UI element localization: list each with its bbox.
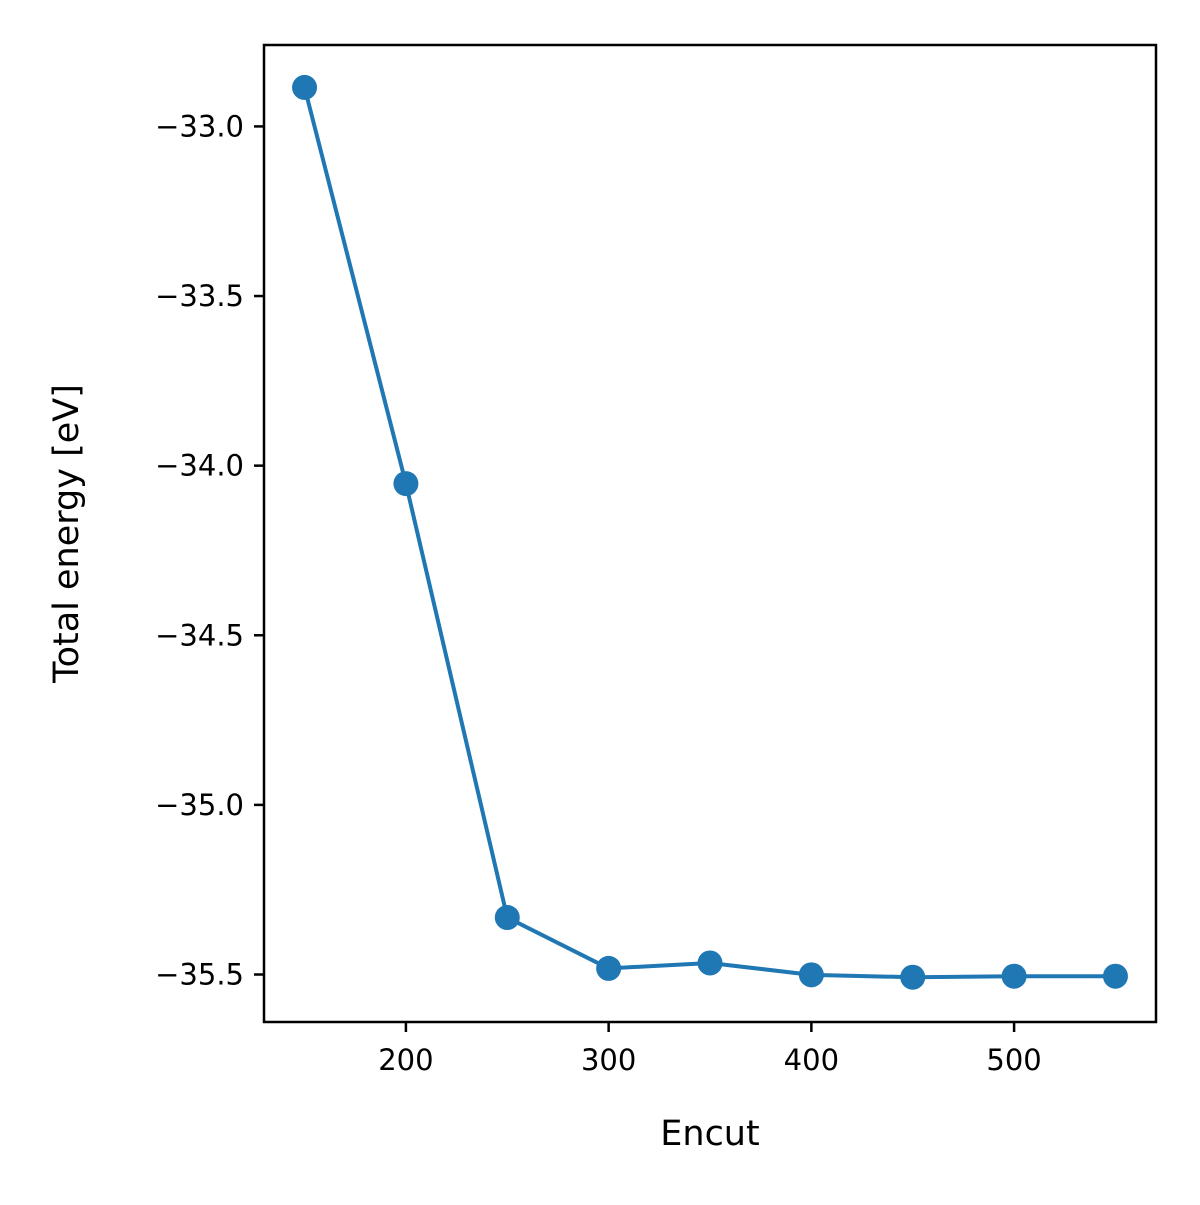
- x-tick-label: 200: [378, 1043, 433, 1077]
- y-tick-label: −35.5: [155, 958, 244, 992]
- data-point: [697, 950, 723, 976]
- x-axis-title: Encut: [660, 1114, 759, 1154]
- series-layer: [292, 74, 1128, 990]
- y-tick-label: −33.5: [155, 279, 244, 313]
- data-point: [900, 964, 926, 990]
- data-point: [494, 905, 520, 931]
- y-tick-label: −34.5: [155, 618, 244, 652]
- data-point: [1102, 963, 1128, 989]
- y-axis-title: Total energy [eV]: [47, 384, 87, 684]
- x-tick-label: 500: [986, 1043, 1041, 1077]
- data-point: [1001, 963, 1027, 989]
- data-point: [798, 962, 824, 988]
- data-point: [393, 471, 419, 497]
- y-tick-label: −33.0: [155, 109, 244, 143]
- x-tick-label: 400: [784, 1043, 839, 1077]
- data-point: [596, 955, 622, 981]
- plot-area-frame: [262, 43, 1158, 1024]
- x-axis-ticks: 200 300 400 500: [378, 1022, 1042, 1077]
- y-tick-label: −35.0: [155, 788, 244, 822]
- y-tick-label: −34.0: [155, 449, 244, 483]
- y-axis-ticks: −33.0 −33.5 −34.0 −34.5 −35.0 −35.5: [155, 109, 264, 992]
- x-tick-label: 300: [581, 1043, 636, 1077]
- data-point: [292, 74, 318, 100]
